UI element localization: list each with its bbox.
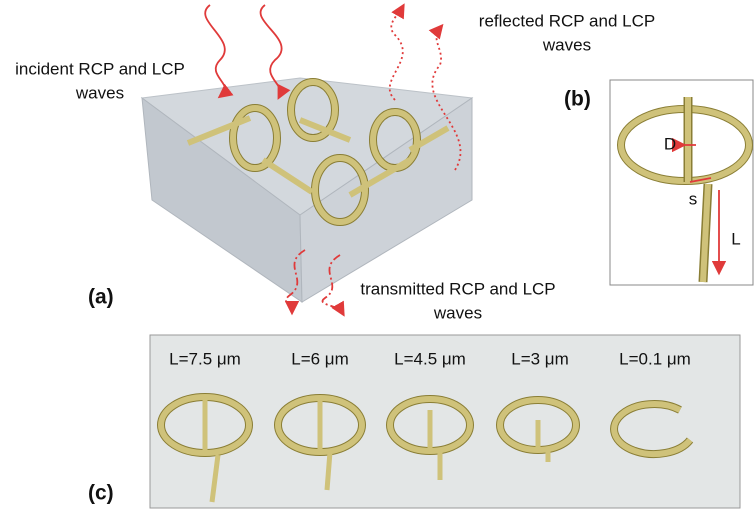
- length-label: L=7.5 μm: [169, 349, 241, 368]
- panel-label: (a): [88, 286, 114, 309]
- length-label: L=3 μm: [511, 349, 569, 368]
- length-label: L=6 μm: [291, 349, 349, 368]
- annotation: waves: [542, 35, 591, 54]
- annotation: reflected RCP and LCP: [479, 11, 655, 30]
- annotation: transmitted RCP and LCP: [360, 279, 555, 298]
- panel-label: (c): [88, 482, 114, 505]
- panel-label: (b): [564, 88, 591, 111]
- annotation: waves: [433, 303, 482, 322]
- length-label: L=0.1 μm: [619, 349, 691, 368]
- annotation: waves: [75, 83, 124, 102]
- dimension-label: L: [731, 229, 740, 248]
- dimension-label: s: [689, 189, 698, 208]
- annotation: incident RCP and LCP: [15, 59, 185, 78]
- length-label: L=4.5 μm: [394, 349, 466, 368]
- figure: (a) incident RCP and LCP waves reflected…: [0, 0, 754, 510]
- dimension-label: D: [664, 134, 676, 153]
